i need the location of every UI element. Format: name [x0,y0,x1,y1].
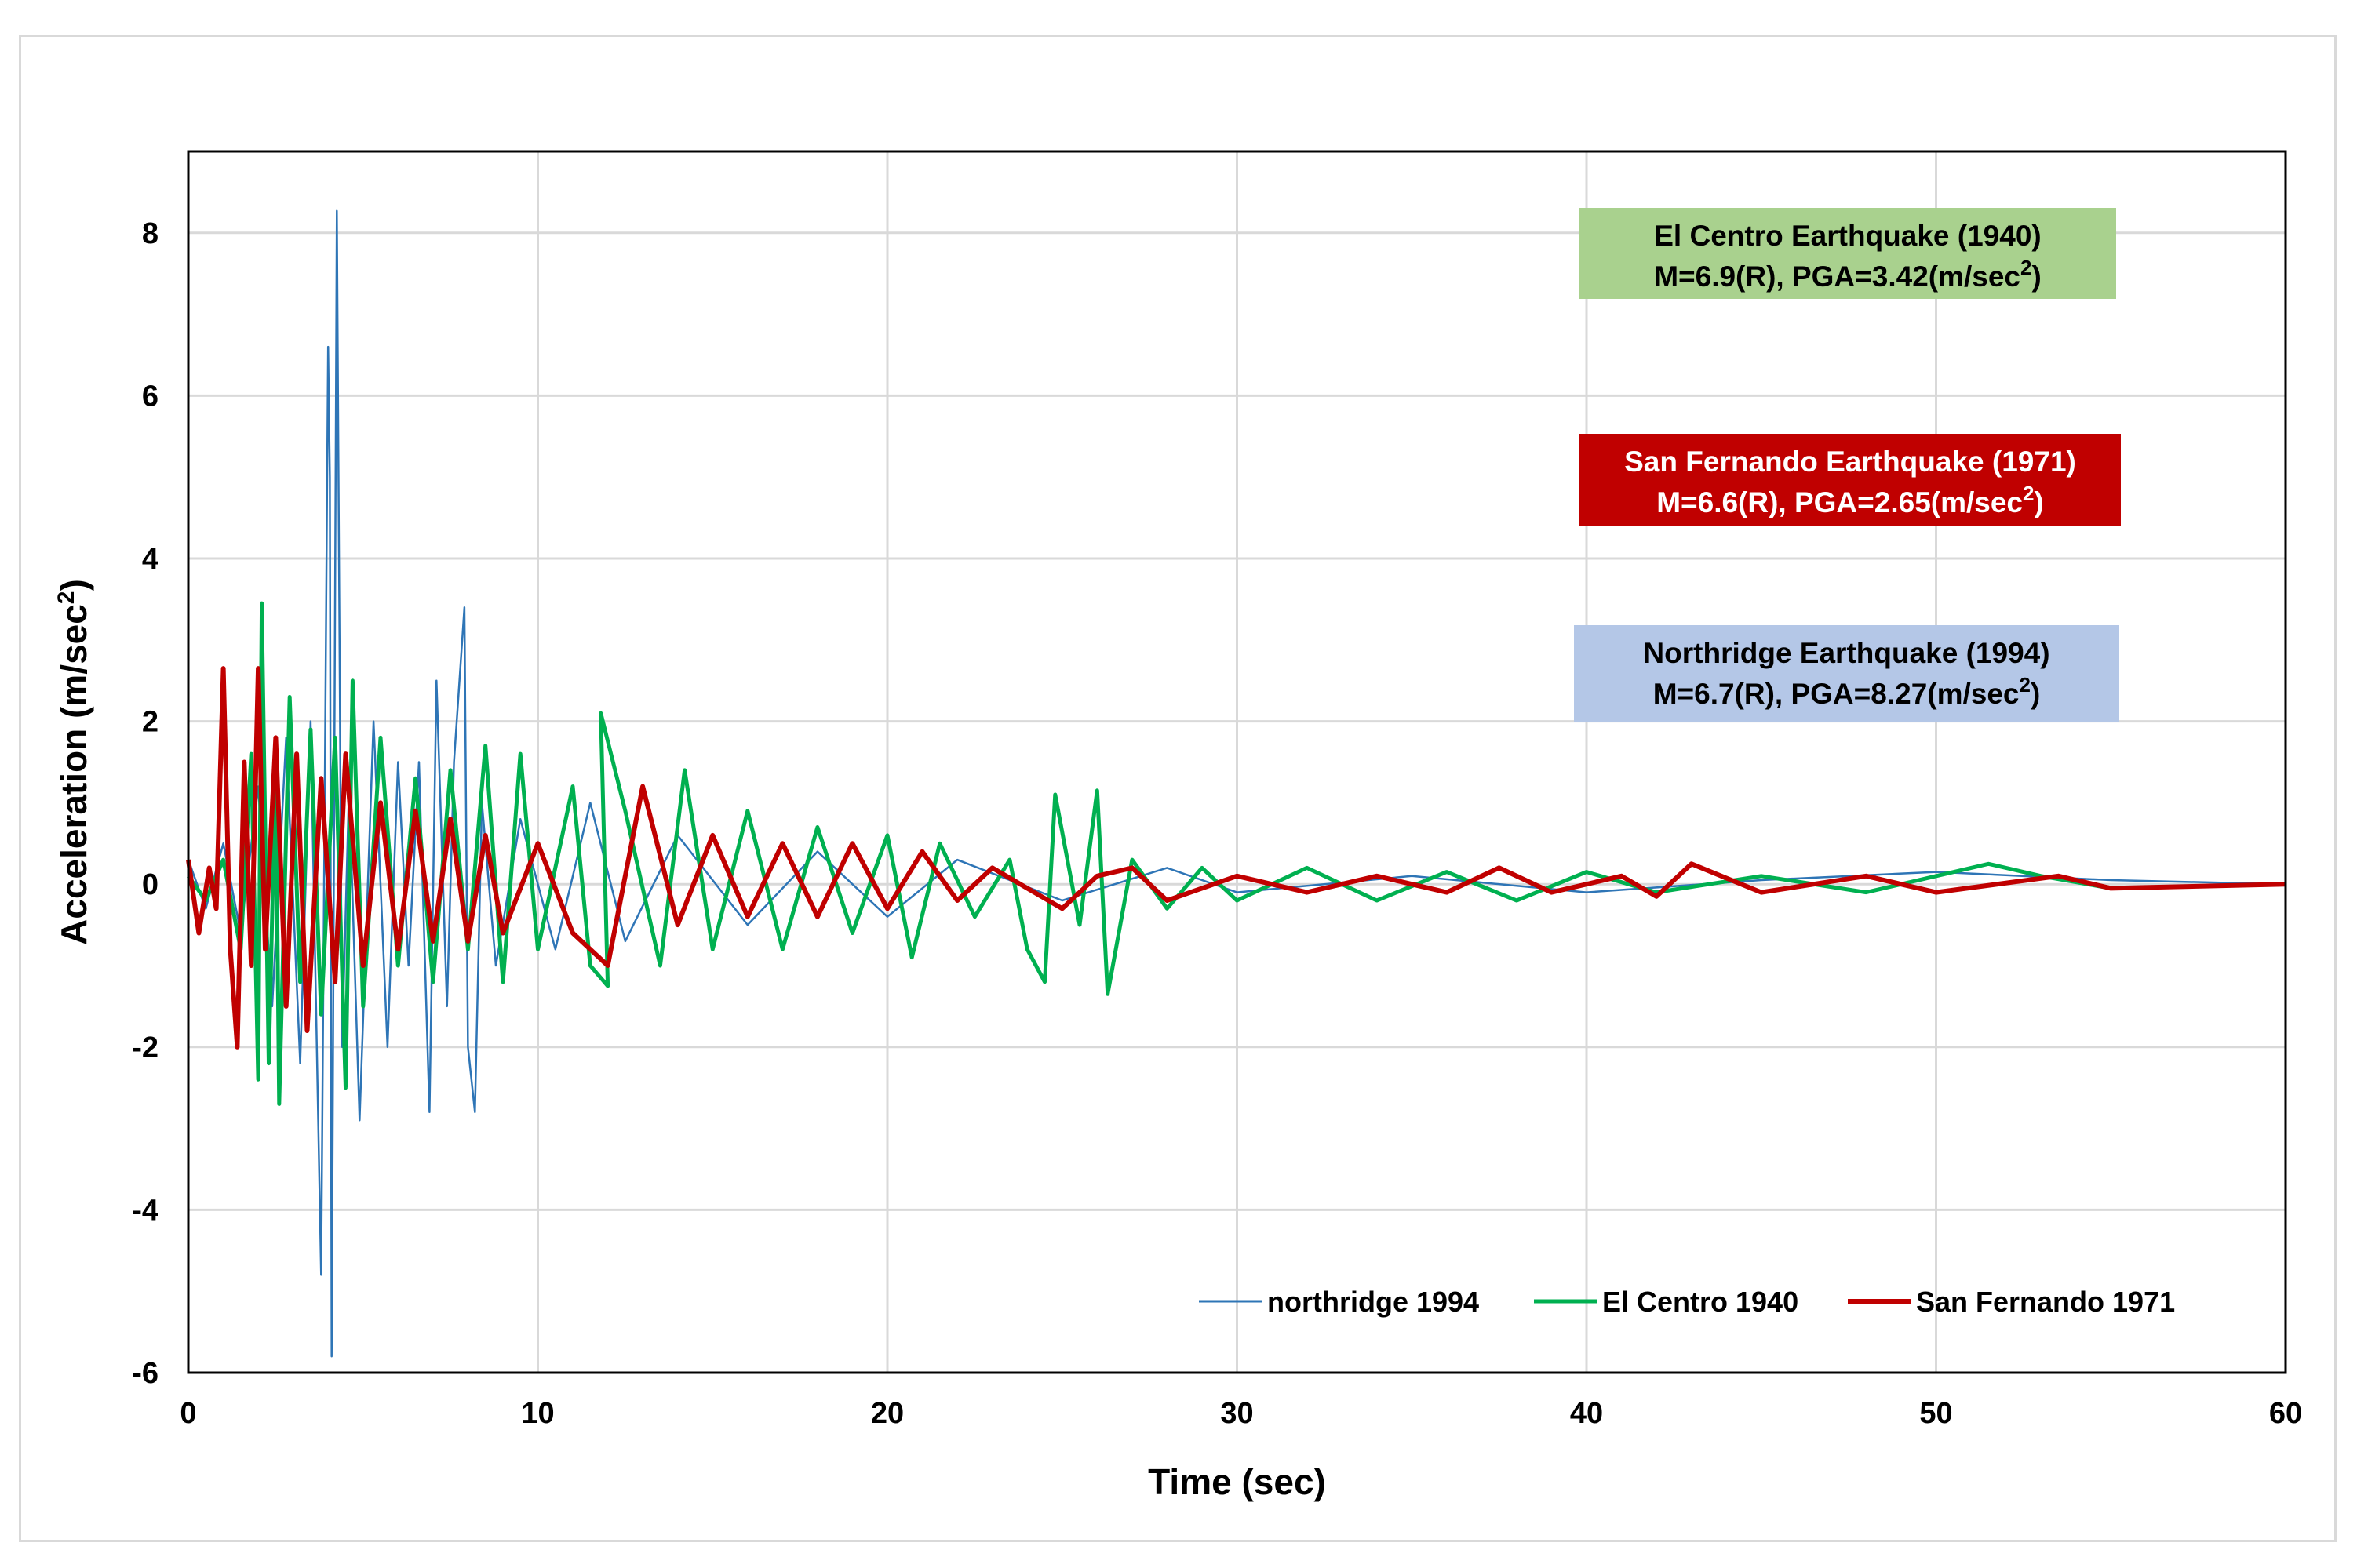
x-tick-label: 30 [1220,1397,1253,1430]
annotation-layer: El Centro Earthquake (1940) M=6.9(R), PGA… [1574,208,2121,722]
x-tick-label: 10 [521,1397,554,1430]
y-tick-label: -4 [132,1194,158,1227]
y-tick-label: 8 [142,217,158,250]
plot-border [187,150,2287,1374]
x-tick-label: 20 [871,1397,904,1430]
y-tick-label: 6 [142,380,158,413]
x-tick-label: 0 [180,1397,196,1430]
series-line-san-fernando-1971 [186,666,2286,1050]
annotation-detail-main: M=6.9(R), PGA=3.42(m/sec [1654,260,2020,293]
x-tick-label: 60 [2269,1397,2302,1430]
y-tick-label: 0 [142,868,158,901]
annotation-detail: M=6.7(R), PGA=8.27(m/sec2) [1653,673,2041,710]
y-axis-title-sup: 2 [53,591,79,604]
legend-entry: northridge 1994 [1199,1286,1479,1318]
y-tick-label: -6 [132,1357,158,1390]
legend-label: northridge 1994 [1267,1286,1479,1318]
annotation-detail: M=6.6(R), PGA=2.65(m/sec2) [1656,482,2044,518]
annotation-detail-main: M=6.7(R), PGA=8.27(m/sec [1653,678,2020,710]
annotation-background [1579,434,2121,526]
x-tick-label: 50 [1919,1397,1952,1430]
annotation-detail-main: M=6.6(R), PGA=2.65(m/sec [1656,486,2023,518]
y-tick-label: -2 [132,1031,158,1064]
annotation-detail-sup: 2 [2020,256,2031,279]
annotation-detail-sup: 2 [2020,673,2031,697]
annotation-detail-sup: 2 [2023,482,2034,505]
y-axis-title-main: Acceleration (m/sec [53,604,94,945]
series-line-el-centro-1940 [186,601,2286,1106]
legend-label: San Fernando 1971 [1916,1286,2175,1318]
annotation-background [1574,625,2119,722]
x-axis-title: Time (sec) [1148,1461,1326,1502]
y-axis-title-tail: ) [53,579,94,591]
annotation-title: San Fernando Earthquake (1971) [1624,446,2076,478]
legend-entry: El Centro 1940 [1534,1286,1798,1318]
annotation-background [1579,208,2116,299]
annotation-detail: M=6.9(R), PGA=3.42(m/sec2) [1654,256,2042,293]
legend: northridge 1994 El Centro 1940 San Fernand… [1199,1286,2175,1318]
annotation-detail-tail: ) [2031,678,2040,710]
annotation-box: El Centro Earthquake (1940) M=6.9(R), PGA… [1579,208,2116,299]
annotation-detail-tail: ) [2034,486,2043,518]
series-layer [186,209,2286,1358]
y-axis-title: Acceleration (m/sec2) [53,579,95,945]
annotation-title: El Centro Earthquake (1940) [1654,220,2041,252]
grid-layer [187,151,2287,1374]
annotation-box: Northridge Earthquake (1994) M=6.7(R), PG… [1574,625,2119,722]
x-tick-label: 40 [1570,1397,1603,1430]
y-tick-label: 2 [142,706,158,739]
legend-entry: San Fernando 1971 [1848,1286,2175,1318]
annotation-box: San Fernando Earthquake (1971) M=6.6(R), … [1579,434,2121,526]
tick-layer: -6 -4 -2 0 2 4 6 8 0 10 20 30 40 50 60 [132,217,2302,1430]
annotation-detail-tail: ) [2031,260,2041,293]
legend-label: El Centro 1940 [1602,1286,1798,1318]
series-line-northridge-1994 [187,209,2286,1358]
y-tick-label: 4 [142,543,158,576]
annotation-title: Northridge Earthquake (1994) [1643,637,2049,669]
